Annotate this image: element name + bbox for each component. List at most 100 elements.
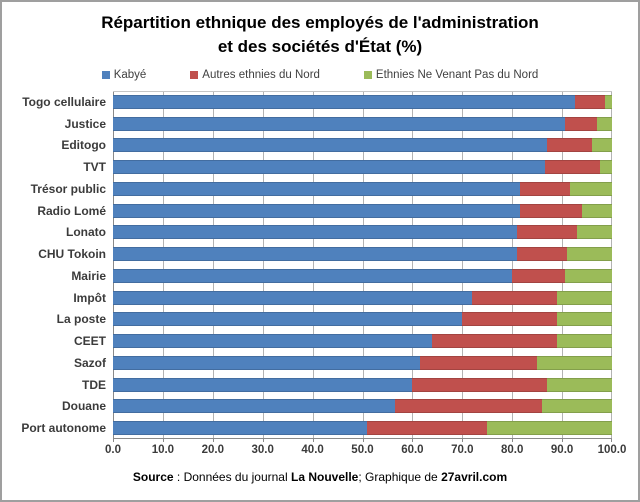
bar-segment-autres-ethnies-du-nord — [412, 377, 548, 392]
grid-layer — [113, 91, 612, 439]
category-label: CHU Tokoin — [38, 247, 106, 262]
chart-row: Lonato — [2, 222, 638, 244]
legend-label-non-nord: Ethnies Ne Venant Pas du Nord — [375, 69, 539, 81]
chart-row: Trésor public — [2, 178, 638, 200]
chart-row: Mairie — [2, 265, 638, 287]
bar-segment-autres-ethnies-du-nord — [544, 160, 600, 175]
chart-legend: Kabyé Autres ethnies du Nord Ethnies Ne … — [2, 69, 638, 81]
bar-track — [113, 203, 612, 218]
category-label: Sazof — [73, 355, 106, 370]
tickmark-20.0 — [212, 439, 214, 442]
bar-segment-kaby- — [113, 181, 520, 196]
gridline-100.0 — [611, 92, 612, 438]
category-label: Impôt — [73, 290, 106, 305]
tickmark-70.0 — [462, 439, 464, 442]
bar-segment-kaby- — [113, 334, 433, 349]
bar-segment-autres-ethnies-du-nord — [512, 268, 565, 283]
chart-rows: Togo cellulaire Justice Editogo TVT Trésor p… — [2, 91, 638, 439]
tickmark-80.0 — [512, 439, 514, 442]
plot-area: Togo cellulaire Justice Editogo TVT Trésor p… — [2, 91, 638, 439]
bar-segment-autres-ethnies-du-nord — [462, 312, 558, 327]
source-journal: La Nouvelle — [290, 470, 359, 484]
legend-label-autres-nord: Autres ethnies du Nord — [202, 69, 320, 81]
bar-segment-kaby- — [113, 355, 420, 370]
chart-row: Impôt — [2, 287, 638, 309]
bar-segment-kaby- — [113, 290, 473, 305]
bar-track — [113, 377, 612, 392]
bar-segment-kaby- — [113, 94, 575, 109]
bar-segment-ethnies-ne-venant-pas-du-nord — [547, 377, 612, 392]
category-label: Douane — [61, 399, 106, 414]
source-line: Source : Données du journal La Nouvelle;… — [2, 470, 638, 484]
category-label: Togo cellulaire — [22, 94, 106, 109]
chart-title: Répartition ethnique des employés de l'a… — [2, 11, 638, 59]
gridline-10.0 — [162, 92, 164, 438]
x-axis: 0.0 10.0 20.0 30.0 40.0 50.0 60.0 70.0 80.0 90.0 1… — [105, 439, 626, 461]
legend-swatch-non-nord — [363, 71, 372, 79]
bar-segment-autres-ethnies-du-nord — [517, 225, 578, 240]
bar-segment-autres-ethnies-du-nord — [519, 203, 583, 218]
x-tick-label: 80.0 — [500, 444, 524, 456]
bar-segment-ethnies-ne-venant-pas-du-nord — [599, 160, 612, 175]
chart-row: TVT — [2, 156, 638, 178]
bar-segment-kaby- — [113, 268, 513, 283]
bar-track — [113, 181, 612, 196]
category-label: Radio Lomé — [37, 203, 106, 218]
bar-track — [113, 225, 612, 240]
category-label: Lonato — [66, 225, 106, 240]
legend-item-non-nord: Ethnies Ne Venant Pas du Nord — [363, 69, 539, 81]
chart-row: La poste — [2, 309, 638, 331]
source-text1: Données du journal — [183, 470, 291, 484]
tickmark-40.0 — [312, 439, 314, 442]
gridline-50.0 — [362, 92, 364, 438]
x-tick-label: 50.0 — [351, 444, 374, 456]
bar-segment-autres-ethnies-du-nord — [519, 181, 570, 196]
x-tick-label: 100.0 — [597, 444, 627, 456]
gridline-20.0 — [212, 92, 214, 438]
chart-title-line2: et des sociétés d'État (%) — [217, 37, 423, 56]
x-tick-label: 60.0 — [401, 444, 424, 456]
bar-segment-ethnies-ne-venant-pas-du-nord — [592, 138, 612, 153]
bar-segment-ethnies-ne-venant-pas-du-nord — [567, 247, 612, 262]
bar-segment-ethnies-ne-venant-pas-du-nord — [557, 312, 612, 327]
bar-segment-autres-ethnies-du-nord — [574, 94, 605, 109]
chart-title-line1: Répartition ethnique des employés de l'a… — [101, 13, 539, 32]
tickmark-90.0 — [562, 439, 564, 442]
bar-segment-autres-ethnies-du-nord — [547, 138, 593, 153]
bar-segment-kaby- — [113, 160, 545, 175]
bar-track — [113, 268, 612, 283]
category-label: Port autonome — [21, 421, 106, 436]
category-label: Trésor public — [30, 181, 106, 196]
category-label: TVT — [83, 160, 106, 175]
source-label: Source — [132, 470, 174, 484]
category-label: TDE — [82, 377, 106, 392]
chart-row: TDE — [2, 374, 638, 396]
chart-row: CHU Tokoin — [2, 243, 638, 265]
bar-track — [113, 94, 612, 109]
chart-row: Justice — [2, 113, 638, 135]
bar-track — [113, 312, 612, 327]
gridline-80.0 — [512, 92, 514, 438]
bar-segment-autres-ethnies-du-nord — [394, 399, 543, 414]
bar-segment-kaby- — [113, 421, 368, 436]
tickmark-10.0 — [162, 439, 164, 442]
bar-segment-kaby- — [113, 377, 413, 392]
chart-row: Douane — [2, 396, 638, 418]
tickmark-50.0 — [362, 439, 364, 442]
legend-item-autres-nord: Autres ethnies du Nord — [190, 69, 320, 81]
chart-row: Sazof — [2, 352, 638, 374]
bar-track — [113, 421, 612, 436]
bar-track — [113, 290, 612, 305]
chart-row: Togo cellulaire — [2, 91, 638, 113]
x-tick-label: 10.0 — [151, 444, 175, 456]
tickmark-30.0 — [262, 439, 264, 442]
category-label: Justice — [64, 116, 106, 131]
gridline-90.0 — [562, 92, 564, 438]
bar-segment-ethnies-ne-venant-pas-du-nord — [564, 268, 612, 283]
x-tick-label: 90.0 — [550, 444, 574, 456]
legend-item-kabye: Kabyé — [101, 69, 146, 81]
bar-track — [113, 355, 612, 370]
gridline-40.0 — [312, 92, 314, 438]
bar-segment-kaby- — [113, 138, 548, 153]
